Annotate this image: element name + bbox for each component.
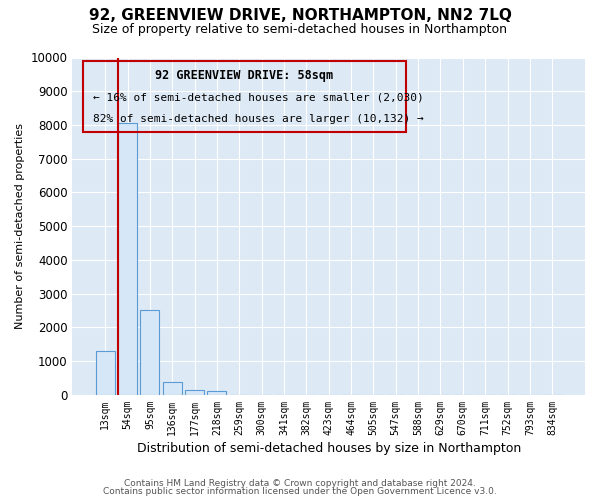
- Text: ← 16% of semi-detached houses are smaller (2,030): ← 16% of semi-detached houses are smalle…: [93, 92, 424, 102]
- Text: Contains public sector information licensed under the Open Government Licence v3: Contains public sector information licen…: [103, 487, 497, 496]
- Bar: [185, 390, 204, 395]
- X-axis label: Distribution of semi-detached houses by size in Northampton: Distribution of semi-detached houses by …: [137, 442, 521, 455]
- Text: Contains HM Land Registry data © Crown copyright and database right 2024.: Contains HM Land Registry data © Crown c…: [124, 478, 476, 488]
- Bar: [118, 124, 137, 395]
- Text: 92 GREENVIEW DRIVE: 58sqm: 92 GREENVIEW DRIVE: 58sqm: [155, 68, 333, 82]
- Text: Size of property relative to semi-detached houses in Northampton: Size of property relative to semi-detach…: [92, 22, 508, 36]
- Bar: [140, 310, 160, 395]
- Bar: [96, 351, 115, 395]
- Bar: [163, 382, 182, 395]
- Text: 92, GREENVIEW DRIVE, NORTHAMPTON, NN2 7LQ: 92, GREENVIEW DRIVE, NORTHAMPTON, NN2 7L…: [89, 8, 511, 22]
- Bar: [208, 391, 226, 395]
- Text: 82% of semi-detached houses are larger (10,132) →: 82% of semi-detached houses are larger (…: [93, 114, 424, 124]
- Y-axis label: Number of semi-detached properties: Number of semi-detached properties: [15, 123, 25, 329]
